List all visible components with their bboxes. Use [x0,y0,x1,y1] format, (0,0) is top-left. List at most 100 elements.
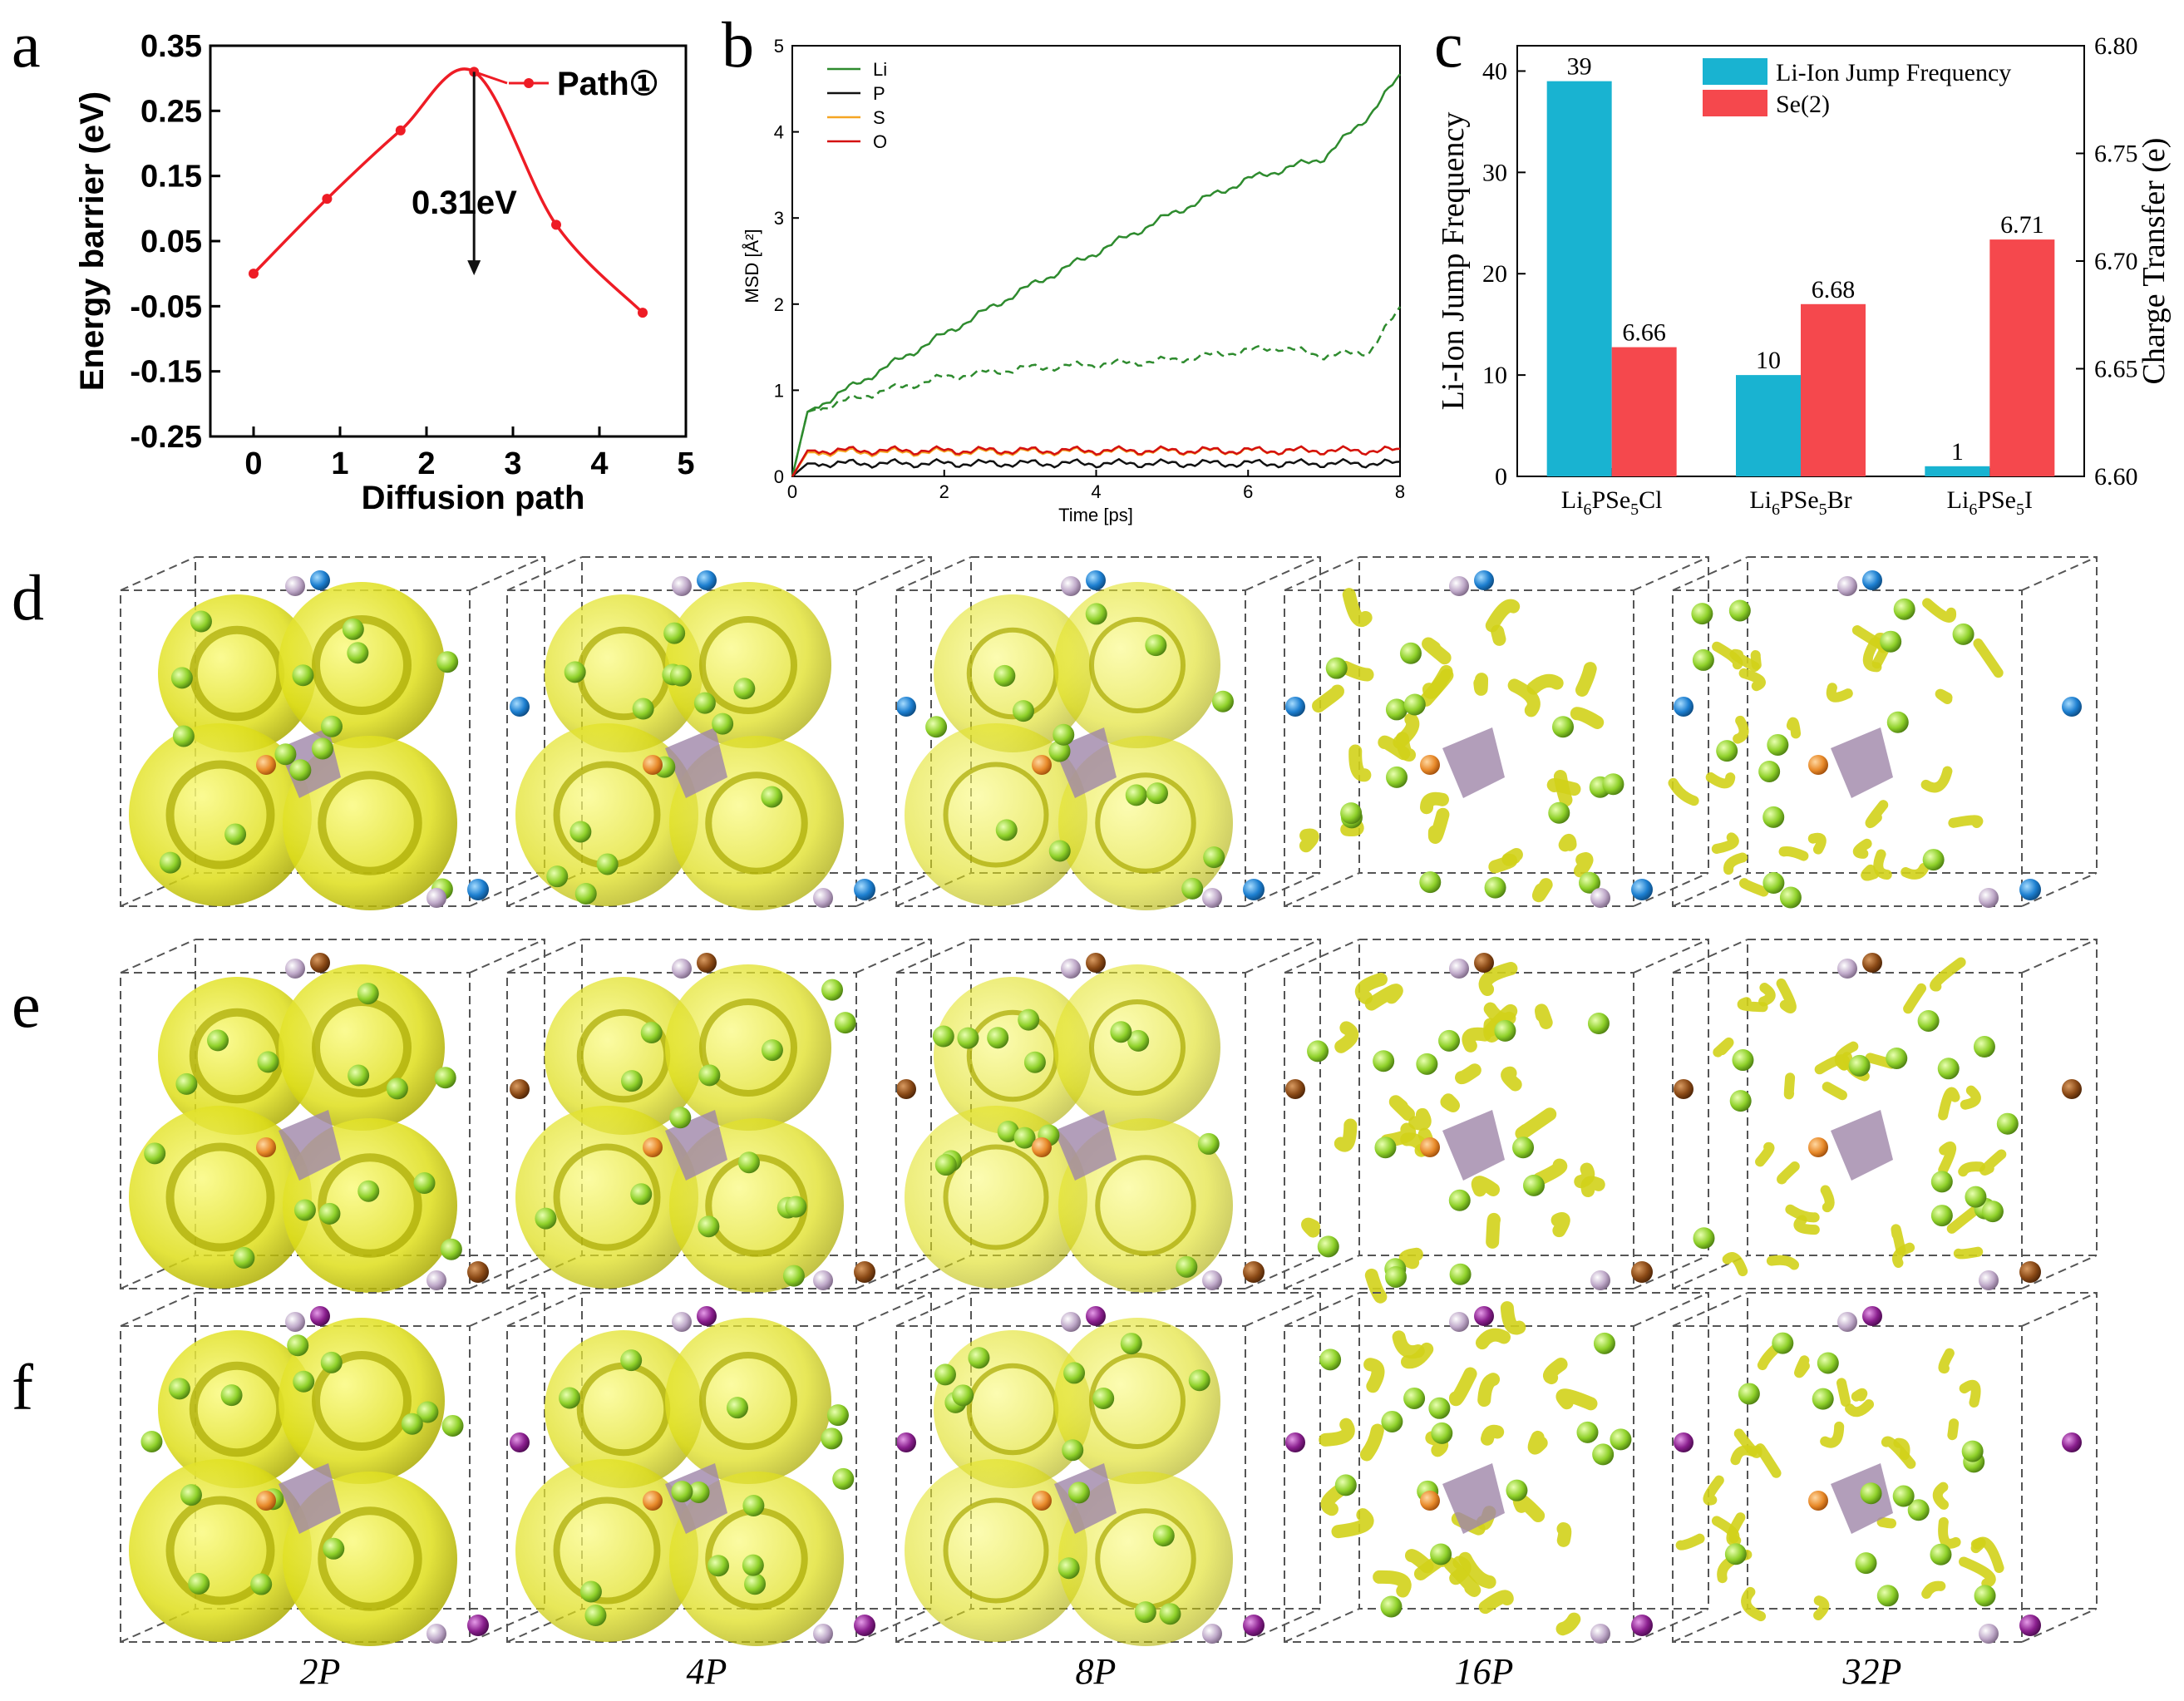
isosurface-fragment [1420,791,1449,815]
isosurface-fragment [1573,852,1594,878]
structure-panel [1284,556,1709,908]
unit-cell-edge [469,939,545,974]
unit-cell-back [1747,1292,2098,1610]
chart-a-ytick-label: 0.05 [141,224,202,259]
isosurface-fragment [1973,638,2004,678]
se-atom [1979,1270,1999,1290]
unit-cell-edge [469,556,545,591]
li-atom [1886,711,1909,733]
li-atom [401,1413,423,1435]
unit-cell-edge [1633,939,1709,974]
li-atom [1930,1171,1953,1193]
li-atom [386,1077,408,1100]
halide-atom [310,570,330,590]
halide-atom [854,879,875,900]
chart-c-ytick-right-label: 6.75 [2094,141,2138,168]
chart-b: 0 2 4 6 8 0 1 2 3 4 5 Li PSO Time [ps] MSD [Å²] [742,36,1405,525]
chart-b-xlabel: Time [ps] [1058,505,1133,525]
li-atom [1023,1051,1046,1073]
halide-atom [510,1432,530,1452]
chart-c-legend-label-cyan: Li-Ion Jump Frequency [1776,59,2011,86]
isosurface-ring [553,1143,661,1251]
isosurface-fragment [1713,1037,1734,1058]
isosurface-ring [699,998,797,1097]
unit-cell-edge [1284,1608,1360,1643]
li-atom [1961,1440,1984,1462]
ps4-tetrahedron [1831,727,1893,798]
li-atom [1812,1388,1834,1410]
isosurface-fragment [1507,678,1541,717]
li-atom [175,1072,198,1095]
isosurface-fragment [1501,1066,1522,1092]
unit-cell-edge [1245,872,1321,907]
li-atom [1579,871,1601,894]
li-atom [1593,1332,1615,1354]
halide-atom [697,1306,717,1326]
chart-a-ytick-label: 0.35 [141,29,202,64]
unit-cell-edge [855,872,932,907]
isosurface-fragment [1388,1095,1415,1122]
isosurface-fragment [1733,1428,1762,1458]
structure-panel [120,1292,545,1646]
isosurface-fragment [1865,800,1889,829]
li-atom [347,642,369,664]
ps4-tetrahedron [665,727,727,798]
isosurface-fragment [1363,1358,1385,1393]
chart-c: 0 10 20 30 40 6.60 6.65 6.70 6.75 6.80 Li6PSe5Cl Li… [1436,32,2172,519]
isosurface-fragment [1378,735,1411,761]
isosurface-fragment [1486,1212,1501,1249]
li-atom [1732,1049,1754,1072]
isosurface-ring [165,1496,275,1605]
p-atom [643,1491,663,1511]
isosurface-fragment [1543,1357,1568,1385]
li-atom [742,1494,765,1516]
chart-c-label-charge: 6.68 [1812,276,1856,303]
li-atom [952,1384,974,1407]
li-atom [630,1183,653,1205]
structure-panel [895,556,1321,910]
li-atom [742,1554,764,1576]
unit-cell-edge [506,1292,583,1327]
isosurface-fragment [1364,1268,1388,1304]
li-atom [1449,1263,1472,1285]
halide-atom [1862,953,1882,973]
li-atom [1548,801,1570,824]
isosurface-cage [665,582,831,748]
halide-atom [1631,1261,1653,1283]
unit-cell-back [1358,556,1709,874]
isosurface-fragment [1932,1482,1949,1510]
chart-b-series-o [791,445,1401,477]
isosurface-fragment [1946,1205,1979,1234]
halide-atom [854,1615,875,1636]
li-atom [1729,1090,1752,1112]
li-atom [1779,886,1802,909]
isosurface-fragment [1723,852,1748,875]
unit-cell-edge [855,1292,932,1327]
isosurface-fragment [1526,673,1564,695]
li-atom [712,712,734,735]
chart-b-legend-label: O [873,131,887,152]
unit-cell-edge [1672,556,1748,591]
li-atom [1419,871,1442,894]
chart-b-ytick-label: 5 [774,36,784,57]
li-atom [257,1051,279,1073]
isosurface-cage [545,977,703,1135]
isosurface-cage [934,977,1092,1135]
li-atom [1551,716,1574,738]
isosurface-ring [553,1496,661,1605]
li-atom [1893,598,1915,620]
li-atom [579,1580,602,1603]
chart-c-label-jump: 39 [1567,53,1592,81]
li-atom [1965,1186,1987,1208]
li-atom [434,1067,456,1089]
li-atom [1063,1362,1086,1384]
li-atom [934,1363,956,1386]
isosurface-fragment [1826,683,1853,703]
li-atom [688,1481,710,1503]
li-atom [170,667,193,689]
chart-a-xtick-label: 1 [331,446,348,481]
unit-cell-edge [1633,1255,1709,1289]
unit-cell-back [1358,1292,1709,1610]
isosurface-ring [943,1144,1049,1250]
isosurface-fragment [1726,1512,1746,1546]
